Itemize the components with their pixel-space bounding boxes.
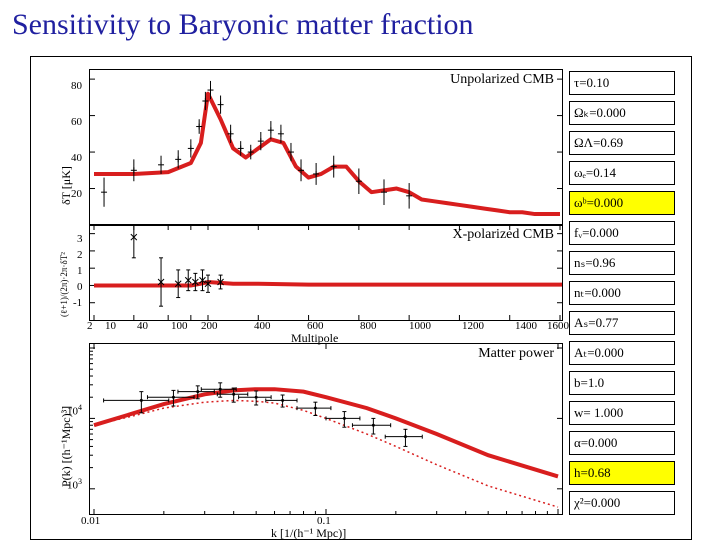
tick: 1600: [547, 320, 569, 332]
param-box-12: α=0.000: [569, 431, 675, 455]
param-box-7: nₜ=0.000: [569, 281, 675, 305]
tick: 200: [201, 320, 218, 332]
tick: 1: [77, 265, 83, 277]
plot-matter-power: Matter power: [89, 343, 563, 515]
param-box-0: τ=0.10: [569, 71, 675, 95]
param-box-2: ΩΛ=0.69: [569, 131, 675, 155]
tick: 10: [105, 320, 116, 332]
param-box-3: ωₑ=0.14: [569, 161, 675, 185]
param-box-4: ωᵇ=0.000: [569, 191, 675, 215]
tick: 100: [171, 320, 188, 332]
plot3-title: Matter power: [478, 346, 554, 362]
tick: 20: [71, 188, 82, 200]
tick: 80: [71, 80, 82, 92]
tick: 40: [71, 152, 82, 164]
tick: -1: [73, 297, 82, 309]
page-title: Sensitivity to Baryonic matter fraction: [12, 8, 474, 42]
tick: 104: [67, 403, 82, 418]
param-box-1: Ωₖ=0.000: [569, 101, 675, 125]
plot-xpolarized-cmb: X-polarized CMB: [89, 224, 563, 321]
tick: 40: [137, 320, 148, 332]
plot1-title: Unpolarized CMB: [450, 72, 554, 88]
plot2-title: X-polarized CMB: [453, 227, 554, 243]
tick: 800: [360, 320, 377, 332]
param-box-10: b=1.0: [569, 371, 675, 395]
tick: 1400: [515, 320, 537, 332]
param-box-5: fᵥ=0.000: [569, 221, 675, 245]
tick: 1200: [462, 320, 484, 332]
tick: 60: [71, 116, 82, 128]
plot-unpolarized-cmb: Unpolarized CMB: [89, 69, 563, 226]
plot3-svg: [90, 344, 562, 514]
plot1-svg: [90, 70, 562, 225]
tick: 2: [87, 320, 93, 332]
tick: 0: [77, 281, 83, 293]
figure-container: Unpolarized CMB δT [μK] 20 40 60 80 X-po…: [30, 56, 692, 540]
plot2-ylabel: (ℓ+1)/(2π)·2π·δT²: [59, 252, 69, 317]
param-box-6: nₛ=0.96: [569, 251, 675, 275]
tick: 0.01: [81, 515, 100, 527]
param-box-11: w= 1.000: [569, 401, 675, 425]
plot3-xlabel: k [1/(h⁻¹ Mpc)]: [271, 526, 346, 541]
tick: 103: [67, 477, 82, 492]
param-box-13: h=0.68: [569, 461, 675, 485]
plot3-ylabel: P(k) [(h⁻¹Mpc)³]: [59, 406, 74, 487]
param-box-8: Aₛ=0.77: [569, 311, 675, 335]
tick: 3: [77, 233, 83, 245]
tick: 1000: [409, 320, 431, 332]
param-box-9: Aₜ=0.000: [569, 341, 675, 365]
tick: 400: [254, 320, 271, 332]
tick: 2: [77, 249, 83, 261]
param-box-14: χ²=0.000: [569, 491, 675, 515]
